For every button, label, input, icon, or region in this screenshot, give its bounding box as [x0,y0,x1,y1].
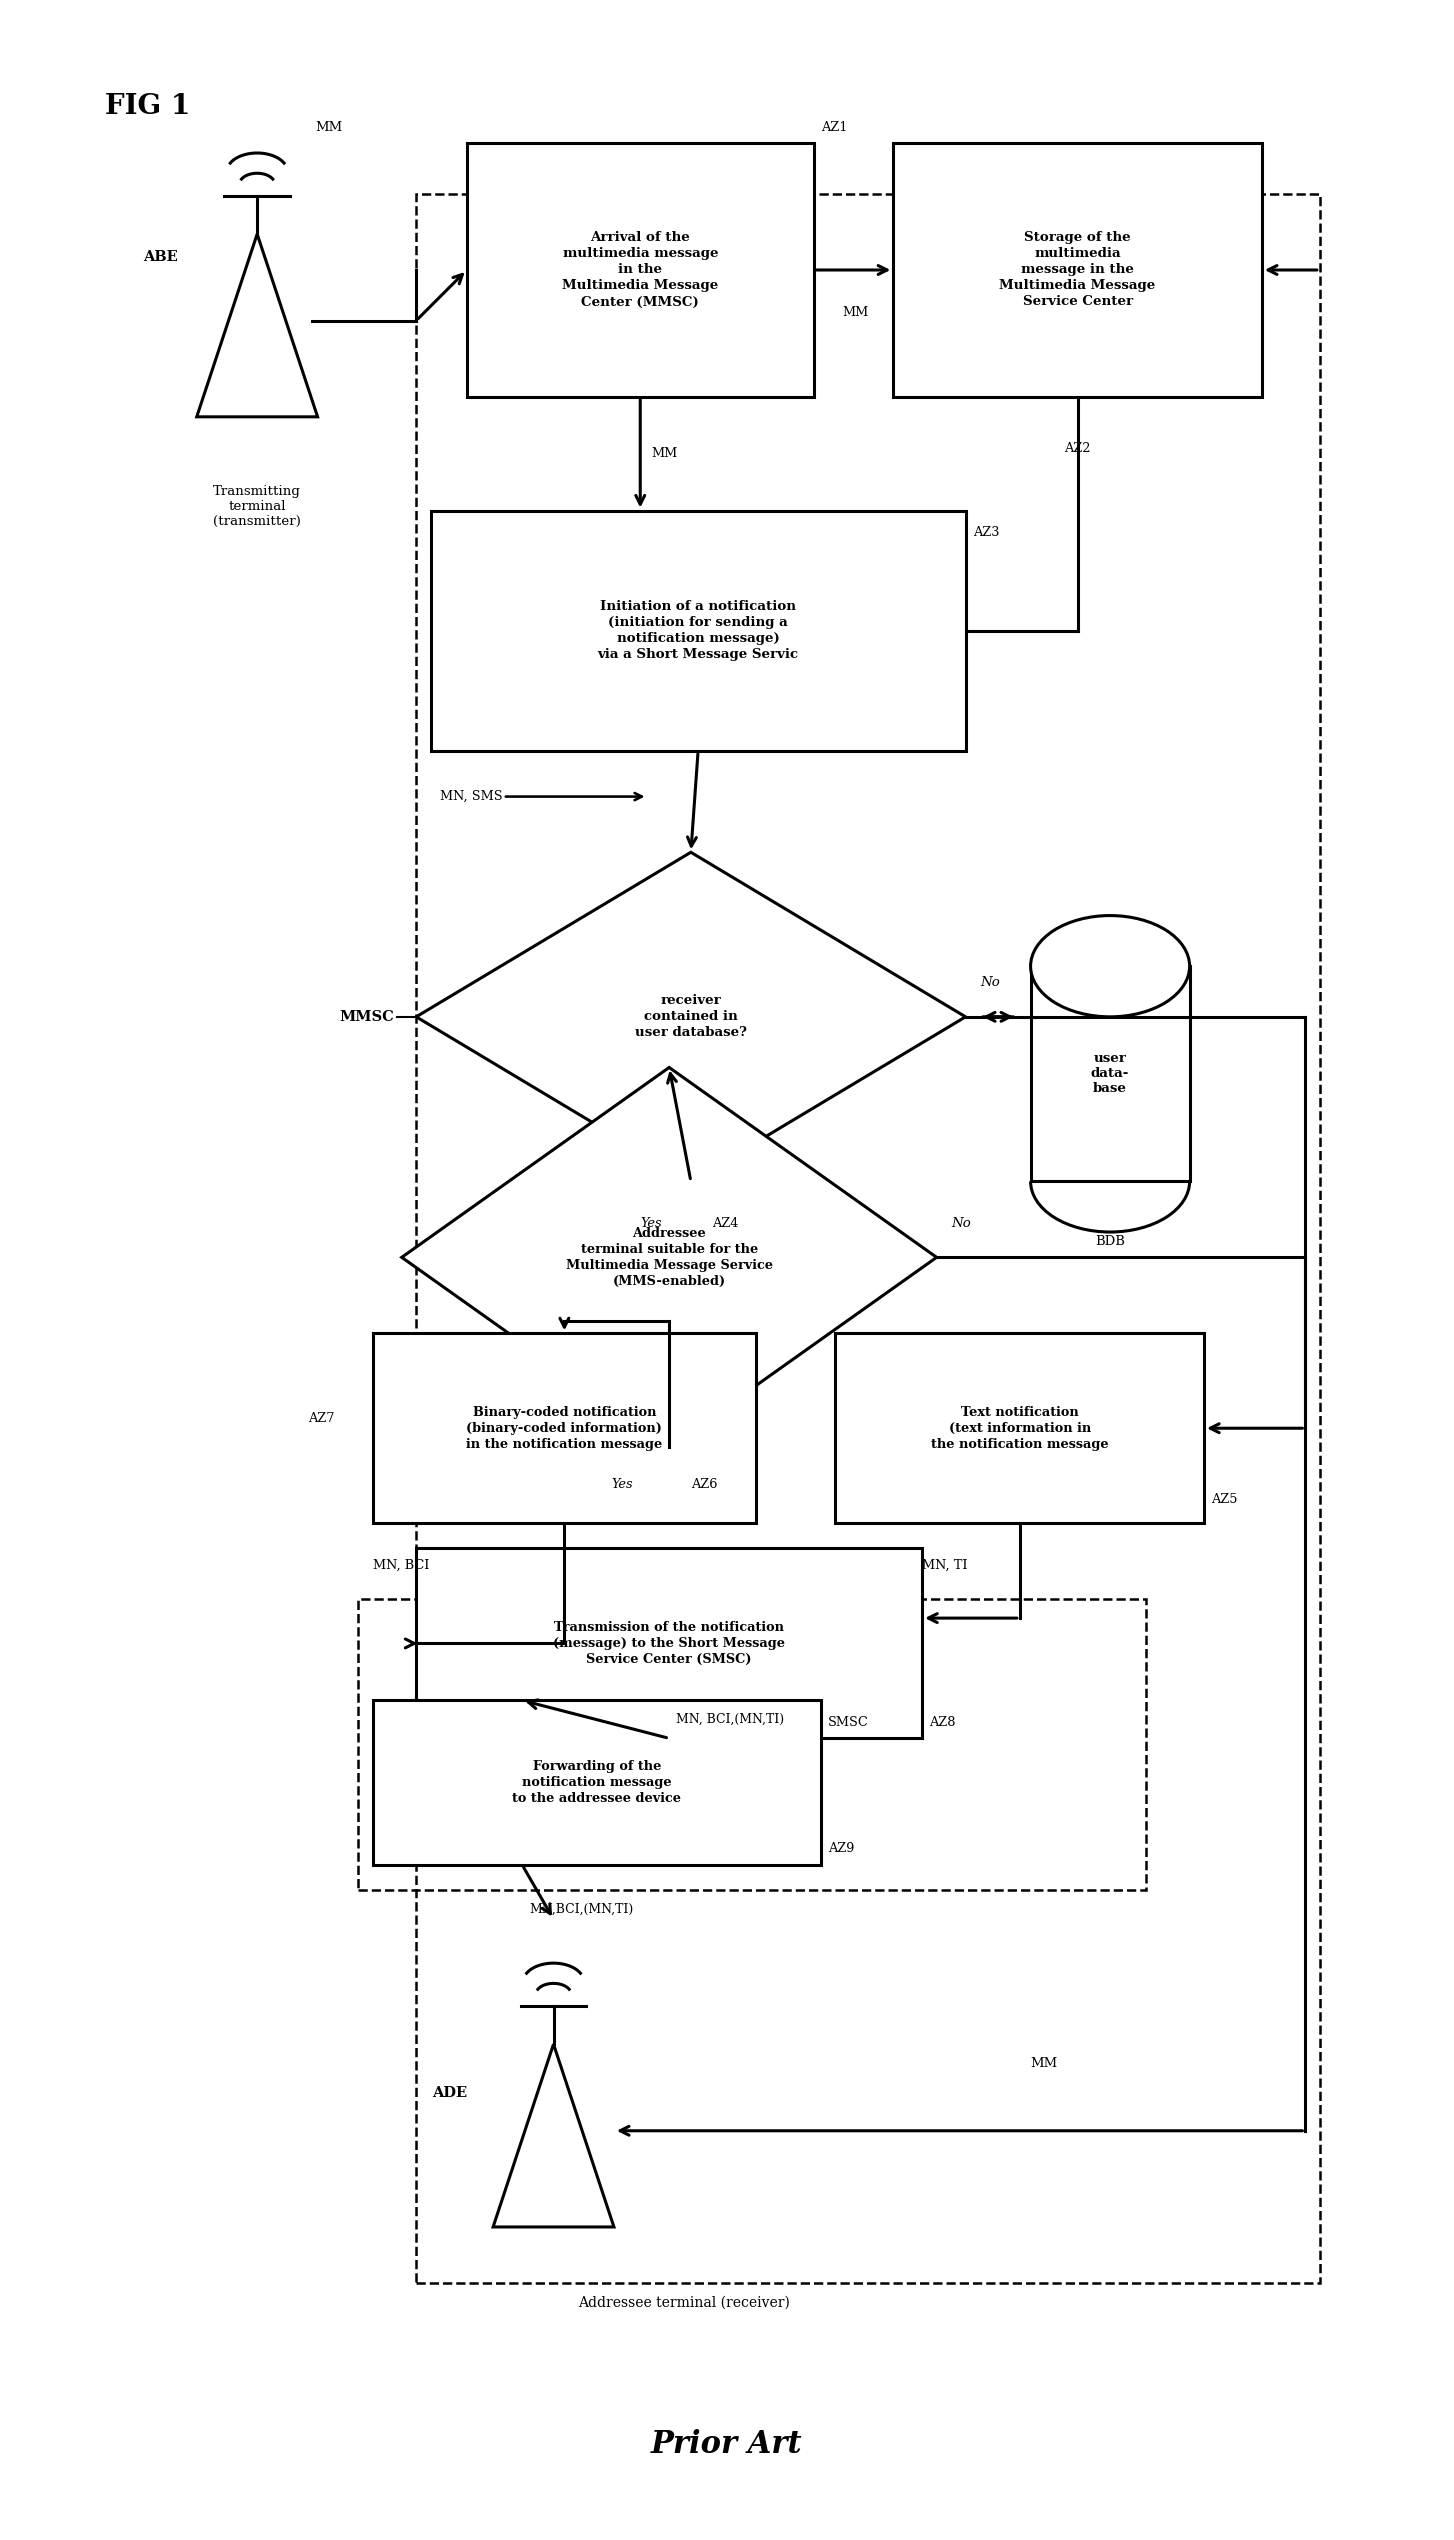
Text: MN,BCI,(MN,TI): MN,BCI,(MN,TI) [529,1902,634,1915]
FancyBboxPatch shape [372,1699,822,1864]
Text: AZ3: AZ3 [973,526,999,538]
Ellipse shape [1031,914,1189,1016]
Polygon shape [416,853,965,1181]
Text: MN, SMS: MN, SMS [441,790,503,803]
Text: AZ7: AZ7 [308,1412,334,1425]
Text: Text notification
(text information in
the notification message: Text notification (text information in t… [931,1405,1108,1450]
Polygon shape [196,234,317,417]
Text: Initiation of a notification
(initiation for sending a
notification message)
via: Initiation of a notification (initiation… [598,599,798,660]
Text: receiver
contained in
user database?: receiver contained in user database? [635,993,747,1039]
Text: Storage of the
multimedia
message in the
Multimedia Message
Service Center: Storage of the multimedia message in the… [999,231,1156,307]
Text: AZ2: AZ2 [1064,442,1090,455]
Text: Yes: Yes [640,1217,662,1229]
Text: MMSC: MMSC [340,1011,394,1024]
Text: BDB: BDB [1095,1234,1125,1247]
Text: No: No [980,975,1000,991]
Polygon shape [401,1067,936,1448]
Text: MN, BCI,(MN,TI): MN, BCI,(MN,TI) [676,1712,785,1725]
Text: ADE: ADE [432,2085,467,2101]
FancyBboxPatch shape [430,511,965,752]
Text: No: No [951,1217,971,1229]
Text: ABE: ABE [142,251,177,264]
Text: Addressee
terminal suitable for the
Multimedia Message Service
(MMS-enabled): Addressee terminal suitable for the Mult… [566,1227,772,1288]
Text: Transmitting
terminal
(transmitter): Transmitting terminal (transmitter) [214,485,301,528]
Text: AZ1: AZ1 [822,122,848,135]
Text: Binary-coded notification
(binary-coded information)
in the notification message: Binary-coded notification (binary-coded … [467,1405,663,1450]
Text: Yes: Yes [611,1478,632,1491]
Text: MM: MM [651,447,678,460]
Text: Prior Art: Prior Art [651,2428,803,2459]
Text: Transmission of the notification
(message) to the Short Message
Service Center (: Transmission of the notification (messag… [553,1621,785,1666]
Text: FIG 1: FIG 1 [105,94,190,119]
Text: MN, BCI: MN, BCI [372,1560,429,1572]
FancyBboxPatch shape [836,1334,1204,1524]
Text: SMSC: SMSC [829,1714,869,1730]
Text: Arrival of the
multimedia message
in the
Multimedia Message
Center (MMSC): Arrival of the multimedia message in the… [563,231,718,307]
Text: MM: MM [843,305,869,318]
Text: AZ8: AZ8 [929,1714,955,1730]
Text: MN, TI: MN, TI [922,1560,968,1572]
Text: AZ4: AZ4 [712,1217,739,1229]
Polygon shape [493,2045,614,2228]
FancyBboxPatch shape [1031,965,1189,1181]
FancyBboxPatch shape [893,142,1262,396]
Text: MM: MM [1031,2057,1059,2070]
Text: AZ6: AZ6 [691,1478,717,1491]
Text: Forwarding of the
notification message
to the addressee device: Forwarding of the notification message t… [512,1760,682,1806]
FancyBboxPatch shape [467,142,814,396]
Text: MM: MM [316,122,342,135]
FancyBboxPatch shape [372,1334,756,1524]
Text: AZ5: AZ5 [1211,1494,1237,1506]
Text: Addressee terminal (receiver): Addressee terminal (receiver) [577,2296,790,2309]
Text: user
data-
base: user data- base [1090,1052,1130,1095]
FancyBboxPatch shape [416,1549,922,1737]
Text: AZ9: AZ9 [829,1842,855,1854]
